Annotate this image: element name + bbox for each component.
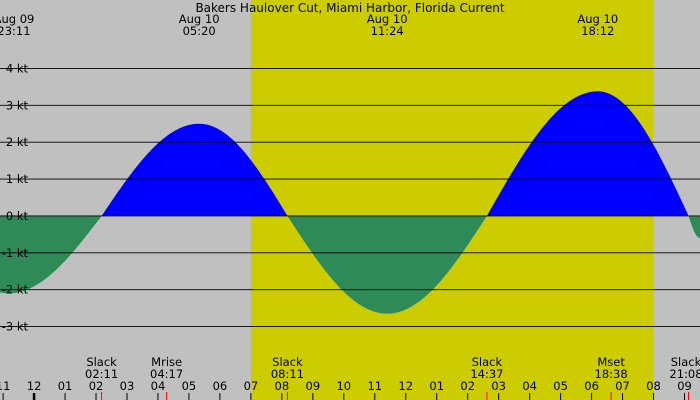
hour-tick-label: 09 [677, 379, 692, 393]
y-tick-label: -2 kt [2, 283, 29, 297]
hour-tick-label: 10 [336, 379, 351, 393]
y-tick-label: 0 kt [6, 209, 29, 223]
event-time-label: 04:17 [150, 367, 183, 381]
event-name-label: Slack [272, 355, 303, 369]
hour-tick-label: 07 [244, 379, 259, 393]
hour-tick-label: 06 [584, 379, 599, 393]
hour-tick-label: 09 [306, 379, 321, 393]
event-time-label: 18:38 [595, 367, 628, 381]
event-time-label: 08:11 [271, 367, 304, 381]
event-time-label: 02:11 [85, 367, 118, 381]
ebb-area [0, 215, 700, 314]
event-name-label: Slack [86, 355, 117, 369]
top-time-label: 18:12 [581, 24, 614, 38]
hour-tick-label: 05 [553, 379, 568, 393]
event-name-label: Slack [472, 355, 503, 369]
y-tick-labels: 4 kt 3 kt 2 kt 1 kt 0 kt -1 kt -2 kt -3 kt [2, 61, 29, 333]
hour-tick-label: 12 [27, 379, 42, 393]
hour-tick-label: 04 [522, 379, 537, 393]
y-tick-label: -1 kt [2, 246, 29, 260]
y-tick-label: 4 kt [6, 61, 29, 75]
y-tick-label: 3 kt [6, 98, 29, 112]
hour-tick-label: 03 [120, 379, 135, 393]
hour-tick-label: 04 [151, 379, 166, 393]
hour-tick-label: 01 [429, 379, 444, 393]
y-tick-label: -3 kt [2, 320, 29, 334]
hour-tick-label: 12 [398, 379, 413, 393]
top-date-label: Aug 10 [179, 12, 220, 26]
top-time-label: 05:20 [183, 24, 216, 38]
event-time-label: 14:37 [470, 367, 503, 381]
hour-tick-label: 02 [89, 379, 104, 393]
y-tick-label: 1 kt [6, 172, 29, 186]
top-date-label: Aug 09 [0, 12, 34, 26]
flood-area-layer [0, 91, 700, 216]
ebb-area-layer [0, 215, 700, 314]
event-name-label: Mrise [151, 355, 182, 369]
hour-tick-label: 11 [0, 379, 10, 393]
hour-tick-label: 08 [275, 379, 290, 393]
flood-area [0, 91, 700, 216]
top-date-label: Aug 10 [367, 12, 408, 26]
hour-tick-label: 03 [491, 379, 506, 393]
chart-title: Bakers Haulover Cut, Miami Harbor, Flori… [195, 1, 504, 15]
hour-tick-label: 08 [646, 379, 661, 393]
y-tick-label: 2 kt [6, 135, 29, 149]
hour-tick-label: 02 [460, 379, 475, 393]
hour-tick-label: 05 [182, 379, 197, 393]
top-date-label: Aug 10 [577, 12, 618, 26]
hour-tick-label: 01 [58, 379, 73, 393]
hour-tick-label: 06 [213, 379, 228, 393]
event-name-label: Mset [597, 355, 625, 369]
event-labels: Slack02:11Mrise04:17Slack08:11Slack14:37… [85, 355, 700, 400]
hour-tick-label: 11 [367, 379, 382, 393]
hour-tick-label: 07 [615, 379, 630, 393]
top-time-label: 23:11 [0, 24, 31, 38]
gridline-layer [0, 68, 700, 327]
event-time-label: 21:08 [669, 367, 700, 381]
event-name-label: Slack [671, 355, 700, 369]
top-time-label: 11:24 [371, 24, 404, 38]
hour-axis: 11 12 01 02 03 04 05 06 07 08 09 10 11 12 01 02 03 04 05 06… [0, 379, 692, 400]
